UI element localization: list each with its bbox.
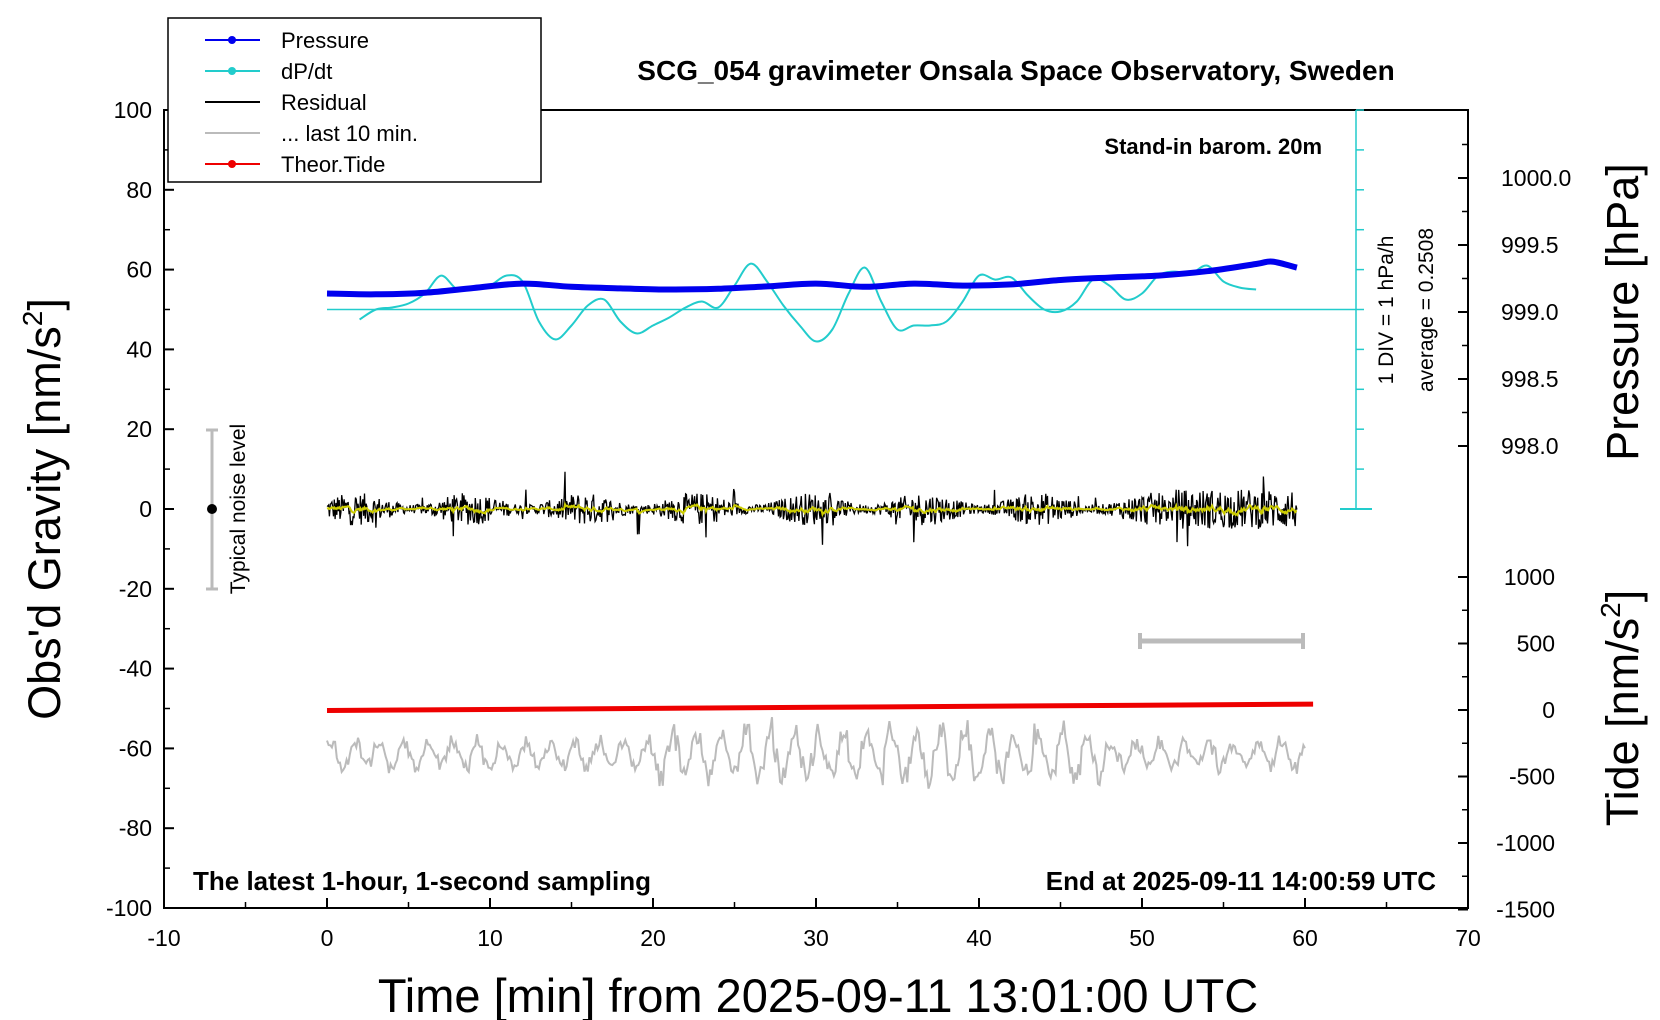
legend-label: Pressure <box>281 28 369 53</box>
residual-series-line <box>326 471 1298 547</box>
y-tick-label: -40 <box>119 656 152 682</box>
x-tick-label: 20 <box>640 925 666 951</box>
legend-label: Theor.Tide <box>281 152 385 177</box>
y-axis-pressure-label: Pressure [hPa] <box>1597 163 1648 461</box>
legend-label: dP/dt <box>281 59 332 84</box>
legend-label: ... last 10 min. <box>281 121 418 146</box>
pressure-tick-label: 999.5 <box>1501 232 1559 258</box>
y-tick-label: -60 <box>119 735 152 761</box>
legend-box <box>167 17 542 183</box>
y-axis-left: 100 80 60 40 20 0 -20 -40 -60 -80 -100 <box>106 97 174 921</box>
residual-smoothed-line <box>326 501 1298 518</box>
legend: Pressure dP/dt Residual ... last 10 min. The… <box>167 17 542 183</box>
x-tick-label: 0 <box>321 925 334 951</box>
x-tick-label: 50 <box>1129 925 1155 951</box>
pressure-tick-label: 998.0 <box>1501 433 1559 459</box>
legend-marker <box>228 160 236 168</box>
y-tick-label: 0 <box>139 496 152 522</box>
tide-tick-label: -1000 <box>1496 830 1555 856</box>
pressure-series-line <box>326 258 1298 298</box>
tide-tick-label: -500 <box>1509 764 1555 790</box>
y-axis-pressure: 1000.0 999.5 999.0 998.5 998.0 <box>1458 143 1571 459</box>
legend-label: Residual <box>281 90 367 115</box>
y-tick-label: 40 <box>126 336 152 362</box>
tide-tick-label: -1500 <box>1496 897 1555 923</box>
x-tick-label: 10 <box>477 925 503 951</box>
pressure-tick-label: 998.5 <box>1501 366 1559 392</box>
x-tick-label: -10 <box>147 925 180 951</box>
end-note: End at 2025-09-11 14:00:59 UTC <box>1046 866 1436 896</box>
y-axis-tide-label: Tide [nm/s2] <box>1595 590 1648 826</box>
y-tick-label: -100 <box>106 895 152 921</box>
last-10-min-series-line <box>326 717 1306 789</box>
pressure-tick-label: 999.0 <box>1501 299 1559 325</box>
x-tick-label: 60 <box>1292 925 1318 951</box>
tide-tick-label: 500 <box>1517 631 1555 657</box>
x-tick-label: 70 <box>1455 925 1481 951</box>
x-axis: -10 0 10 20 30 40 50 60 70 <box>147 898 1481 951</box>
theor-tide-series-line <box>326 701 1314 713</box>
y-tick-label: -20 <box>119 576 152 602</box>
legend-marker <box>228 67 236 75</box>
y-tick-label: 20 <box>126 416 152 442</box>
y-tick-label: 60 <box>126 257 152 283</box>
y-axis-tide: 1000 500 0 -500 -1000 -1500 <box>1458 564 1555 923</box>
barom-note: Stand-in barom. 20m <box>1104 134 1322 159</box>
x-tick-label: 30 <box>803 925 829 951</box>
x-axis-label: Time [min] from 2025-09-11 13:01:00 UTC <box>378 969 1258 1020</box>
y-tick-label: -80 <box>119 815 152 841</box>
div-note: 1 DIV = 1 hPa/h <box>1375 236 1398 385</box>
x-tick-label: 40 <box>966 925 992 951</box>
dpdt-series-line <box>359 262 1257 343</box>
y-tick-label: 100 <box>114 97 152 123</box>
chart-title: SCG_054 gravimeter Onsala Space Observat… <box>637 55 1394 86</box>
tide-tick-label: 1000 <box>1504 564 1555 590</box>
latest-note: The latest 1-hour, 1-second sampling <box>193 866 651 896</box>
y-tick-label: 80 <box>126 177 152 203</box>
legend-marker <box>228 36 236 44</box>
noise-label: Typical noise level <box>227 424 250 594</box>
average-note: average = 0.2508 <box>1415 228 1438 392</box>
noise-dot <box>207 504 217 514</box>
tide-tick-label: 0 <box>1542 697 1555 723</box>
y-axis-left-label: Obs'd Gravity [nm/s2] <box>17 298 70 720</box>
pressure-tick-label: 1000.0 <box>1501 165 1571 191</box>
